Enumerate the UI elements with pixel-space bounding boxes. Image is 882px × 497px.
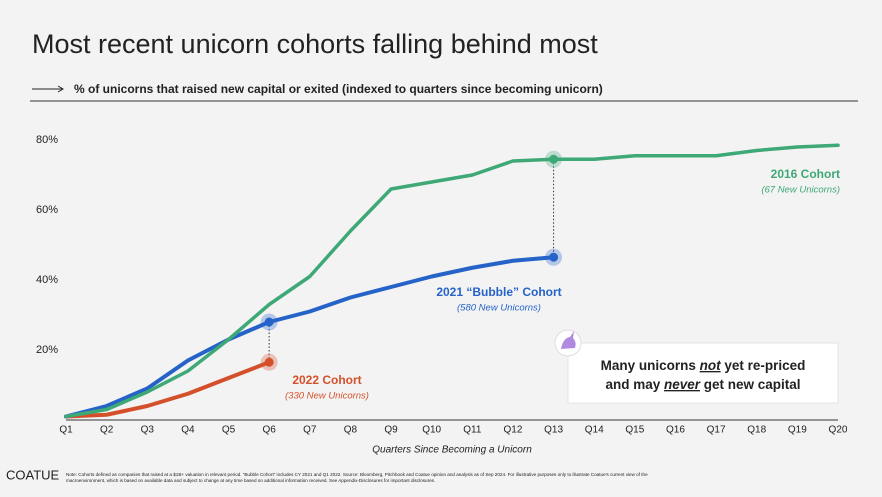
x-tick-label: Q4 — [181, 425, 195, 436]
x-tick-label: Q19 — [788, 425, 807, 436]
x-tick-label: Q1 — [59, 425, 73, 436]
x-tick-label: Q6 — [262, 425, 276, 436]
unicorn-icon-shape — [561, 331, 576, 349]
x-tick-label: Q14 — [585, 425, 604, 436]
x-tick-label: Q7 — [303, 425, 317, 436]
series-detail: (67 New Unicorns) — [761, 185, 840, 196]
subtitle: % of unicorns that raised new capital or… — [74, 82, 603, 96]
x-tick-label: Q17 — [707, 425, 726, 436]
series-label: 2021 “Bubble” Cohort — [436, 285, 561, 299]
callout-box — [567, 342, 839, 404]
x-tick-label: Q10 — [422, 425, 441, 436]
callout-part: Many unicorns — [601, 358, 700, 373]
x-tick-label: Q18 — [747, 425, 766, 436]
arrow-head — [57, 85, 64, 93]
x-tick-label: Q16 — [666, 425, 685, 436]
x-tick-label: Q9 — [384, 425, 398, 436]
series-line — [64, 143, 840, 419]
x-tick-label: Q15 — [625, 425, 644, 436]
x-axis-label: Quarters Since Becoming a Unicorn — [372, 445, 532, 456]
x-tick-label: Q12 — [503, 425, 522, 436]
x-tick-label: Q2 — [100, 425, 114, 436]
highlight-point — [549, 154, 559, 164]
brand: COATUE — [6, 467, 60, 482]
callout-part: not — [700, 358, 721, 373]
callout-part: get new capital — [700, 377, 801, 392]
highlight-point — [264, 357, 274, 367]
footnote: macroenvironment, which is based on avai… — [66, 478, 435, 483]
series-label: 2022 Cohort — [292, 373, 361, 387]
series-line — [64, 255, 556, 419]
footnote: Note: Cohorts defined as companies that … — [66, 472, 648, 477]
highlight-point — [264, 317, 274, 327]
y-tick-label: 20% — [36, 344, 58, 356]
x-tick-label: Q20 — [829, 425, 848, 436]
series-label: 2016 Cohort — [771, 167, 840, 181]
series-detail: (580 New Unicorns) — [457, 303, 541, 314]
y-tick-label: 40% — [36, 274, 58, 286]
callout-part: and may — [605, 377, 664, 392]
callout-part: never — [664, 377, 701, 392]
x-tick-label: Q13 — [544, 425, 563, 436]
x-tick-label: Q8 — [344, 425, 358, 436]
x-tick-label: Q11 — [463, 425, 482, 436]
callout-part: yet re-priced — [721, 358, 806, 373]
callout-text: Many unicorns not yet re-priced — [601, 358, 806, 373]
callout-text: and may never get new capital — [605, 377, 800, 392]
slide-title: Most recent unicorn cohorts falling behi… — [32, 29, 598, 59]
y-tick-label: 60% — [36, 204, 58, 216]
y-tick-label: 80% — [36, 134, 58, 146]
x-tick-label: Q5 — [222, 425, 236, 436]
x-tick-label: Q3 — [141, 425, 155, 436]
highlight-point — [549, 252, 559, 262]
series-detail: (330 New Unicorns) — [285, 391, 369, 402]
series-line — [64, 360, 272, 419]
